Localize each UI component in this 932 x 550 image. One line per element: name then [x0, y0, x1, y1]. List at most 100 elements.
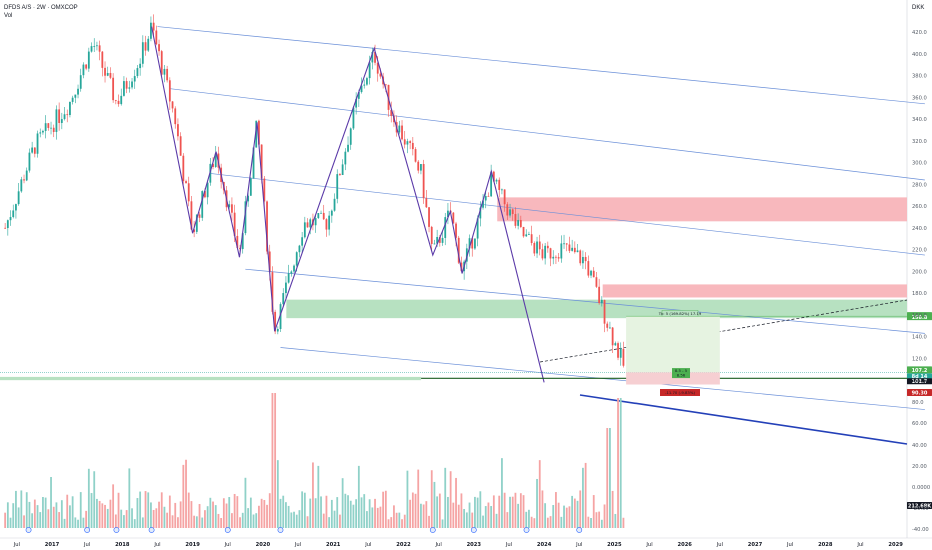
volume-bar — [74, 517, 77, 528]
candle-body — [177, 124, 179, 137]
time-tick-label: Jul — [645, 542, 652, 548]
candles-layer — [4, 14, 625, 368]
candle-body — [371, 52, 374, 63]
candle-body — [255, 120, 258, 148]
time-tick-label: 2023 — [467, 542, 482, 548]
volume-bar — [187, 492, 190, 528]
volume-bar — [457, 504, 460, 528]
candle-body — [93, 46, 96, 47]
volume-bar — [430, 470, 433, 528]
volume-bar — [482, 515, 484, 528]
volume-bar — [28, 501, 31, 528]
volume-bar — [255, 513, 258, 528]
volume-bar — [425, 501, 428, 528]
candle-body — [55, 109, 58, 132]
volume-bar — [287, 505, 290, 528]
candle-body — [193, 229, 196, 232]
candle-body — [52, 127, 55, 132]
volume-bar — [436, 496, 439, 528]
candle-body — [455, 223, 457, 238]
volume-bar — [393, 505, 395, 528]
candle-body — [163, 68, 166, 75]
volume-bar — [17, 507, 20, 528]
candle-body — [347, 144, 349, 152]
last-price-badge-bg — [907, 366, 932, 374]
volume-bar — [160, 492, 163, 528]
volume-bar — [303, 492, 306, 528]
volume-bar — [36, 505, 39, 528]
volume-bar — [212, 501, 214, 528]
volume-bar — [295, 514, 298, 528]
volume-bar — [541, 490, 544, 528]
volume-bar — [274, 393, 277, 528]
candle-body — [58, 109, 61, 123]
volume-bar — [306, 516, 309, 528]
volume-bar — [352, 504, 355, 528]
candle-body — [144, 42, 147, 51]
volume-bar — [282, 495, 285, 528]
candle-body — [622, 348, 625, 366]
candle-body — [441, 237, 444, 243]
last-price-sub-badge: 8d 14 — [912, 374, 928, 380]
candle-body — [360, 85, 363, 93]
position-stop-area — [626, 372, 720, 385]
candle-body — [179, 136, 182, 156]
projection-dashed-line — [539, 299, 908, 363]
volume-bar — [371, 507, 374, 528]
volume-bar — [155, 508, 158, 528]
candle-body — [120, 95, 123, 105]
volume-bar — [25, 492, 28, 528]
volume-bar — [23, 515, 25, 528]
candle-body — [320, 212, 322, 214]
candle-body — [344, 151, 347, 165]
volume-bar — [85, 510, 88, 528]
volume-bar — [492, 495, 495, 528]
candle-body — [336, 174, 339, 199]
volume-bar — [266, 504, 268, 528]
candle-body — [109, 72, 112, 78]
candle-body — [468, 238, 471, 249]
volume-bar — [322, 513, 325, 528]
volume-bar — [614, 513, 617, 528]
support-price-badge-bg — [907, 378, 932, 385]
candle-body — [236, 235, 239, 248]
time-tick-label: Jul — [83, 542, 90, 548]
candle-body — [487, 195, 490, 197]
time-tick-label: Jul — [13, 542, 20, 548]
volume-tick-label: 20.00 — [912, 464, 927, 470]
volume-bar — [544, 503, 547, 528]
candle-body — [438, 236, 441, 243]
candle-body — [352, 107, 355, 129]
volume-bar — [333, 510, 336, 528]
volume-tick-label: 0.0000 — [912, 485, 930, 491]
candle-body — [557, 257, 560, 259]
volume-bar — [233, 493, 236, 528]
candle-body — [384, 84, 387, 86]
price-tick-label: 140.0 — [912, 335, 927, 341]
candle-body — [374, 52, 376, 63]
candle-body — [69, 101, 71, 115]
candle-body — [287, 273, 290, 283]
candle-body — [263, 178, 266, 202]
volume-bar — [582, 467, 584, 528]
volume-tick-label: 40.00 — [912, 443, 927, 449]
time-tick-label: Jul — [786, 542, 793, 548]
candle-body — [214, 153, 217, 167]
volume-bar — [546, 517, 549, 528]
candle-body — [606, 323, 609, 328]
event-marker-icon — [470, 527, 477, 533]
time-tick-label: Jul — [435, 542, 442, 548]
volume-bar — [120, 509, 123, 528]
volume-bar — [357, 465, 360, 528]
volume-bar — [414, 493, 417, 528]
volume-bar — [406, 470, 409, 528]
symbol-title: DFDS A/S · 2W · OMXCOP — [4, 5, 78, 11]
price-level-badge: 158.8 — [912, 315, 928, 321]
candle-body — [152, 22, 155, 31]
entry-sub-label: 8.56 — [677, 373, 686, 378]
target-label-bg — [661, 310, 699, 317]
volume-bar — [339, 514, 341, 528]
candle-body — [206, 182, 209, 198]
candle-body — [249, 178, 252, 196]
